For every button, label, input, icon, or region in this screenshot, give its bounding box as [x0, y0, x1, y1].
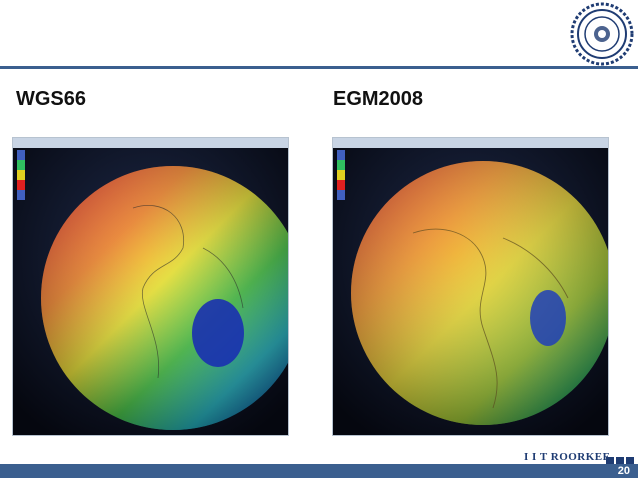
wgs66-globe-image	[12, 137, 289, 436]
footer-bar: 20	[0, 464, 638, 478]
iit-roorkee-seal-icon	[570, 2, 634, 66]
header-rule	[0, 66, 638, 69]
brand-text: I I T ROORKEE	[524, 451, 611, 463]
brand-squares	[604, 452, 634, 470]
left-panel-title: WGS66	[16, 88, 87, 110]
page-number: 20	[617, 465, 630, 477]
square-icon	[606, 457, 614, 465]
square-icon	[626, 457, 634, 465]
square-icon	[616, 457, 624, 465]
right-panel-title: EGM2008	[333, 88, 424, 110]
egm2008-globe-image	[332, 137, 609, 436]
